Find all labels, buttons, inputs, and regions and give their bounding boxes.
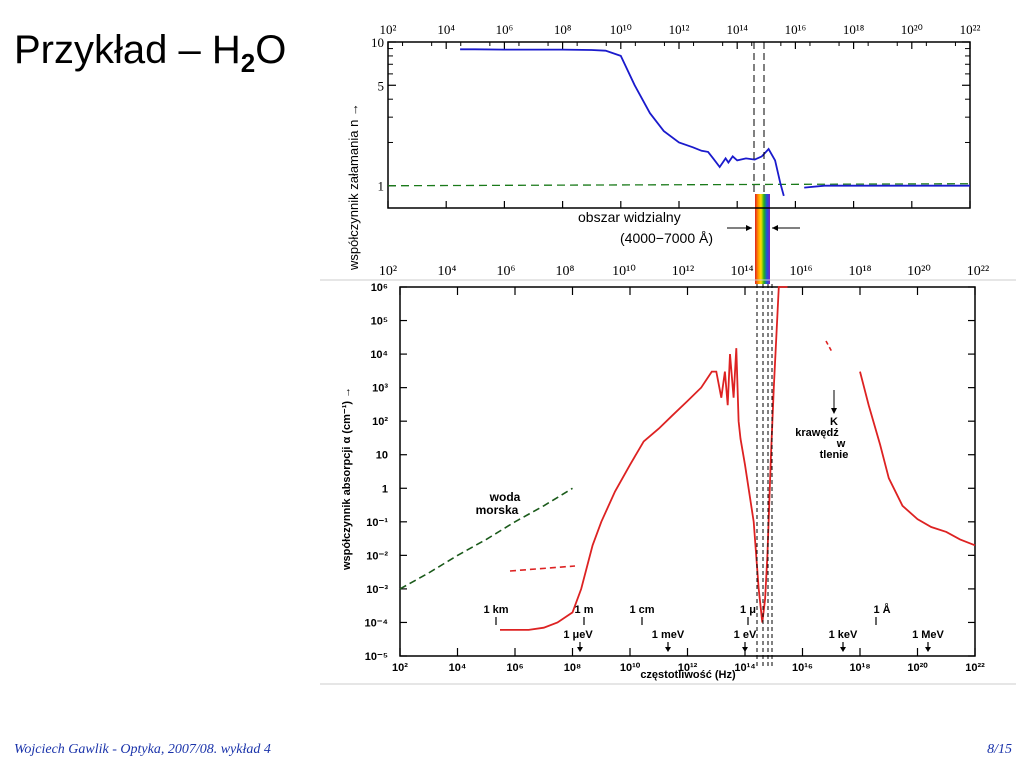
refraction-series-0 [460,48,785,197]
scale-mark-bottom: 1 keV [829,629,858,641]
top-x-tick-label: 10⁸ [554,22,572,37]
scale-mark-bottom: 1 MeV [912,629,944,641]
bottom-y-tick-label: 10⁻² [366,550,388,562]
top-x-tick-label: 10² [380,22,397,37]
absorption-dashed-segment [509,565,576,572]
bottom-top-tick-label: 10² [379,264,397,279]
scale-mark-top: 1 km [483,604,508,616]
absorption-dashed-segment [825,340,833,353]
bottom-top-tick-label: 10⁸ [556,264,575,279]
absorption-series-1 [859,371,976,547]
k-edge-label: krawędź [795,427,839,439]
title-subscript: 2 [240,48,256,78]
title-main: Przykład – H [14,28,241,72]
bottom-y-axis-label: współczynnik absorpcji α (cm⁻¹) → [341,387,353,571]
bottom-y-tick-label: 10⁻⁵ [365,651,388,663]
bottom-top-tick-label: 10¹⁸ [848,264,871,279]
scale-mark-bottom-arrow [665,647,671,652]
k-edge-label: tlenie [820,449,849,461]
reference-line-n1 [387,183,971,187]
bottom-y-tick-label: 10⁶ [371,282,388,294]
top-x-tick-label: 10¹⁸ [843,22,865,37]
visible-arrowhead-left [746,225,752,231]
bottom-top-tick-label: 10⁴ [438,264,457,279]
refraction-chart: 10² 10⁴ 10⁶ 10⁸ 10¹⁰ 10¹² 10¹⁴ 10¹⁶ 10¹⁸ 10²⁰ 10²²… [346,22,980,271]
bottom-plot-frame [399,286,976,657]
top-x-tick-label: 10²⁰ [901,22,923,37]
bottom-x-tick-label: 10⁴ [449,662,467,674]
top-x-tick-label: 10⁴ [437,22,455,37]
bottom-top-tick-label: 10⁶ [497,264,516,279]
refraction-series-1 [804,184,970,189]
bottom-top-tick-label: 10²² [967,264,989,279]
scale-mark-bottom: 1 μeV [563,629,593,641]
scale-mark-top: 1 cm [629,604,654,616]
top-x-tick-label: 10¹⁶ [785,22,806,37]
absorption-chart: 10² 10² 10⁴ 10⁴ 10⁶ 10⁶ 10⁸ 10⁸ 10¹⁰ 10¹⁰ 10¹² 10¹²… [320,264,1016,685]
top-y-axis-label: współczynnik załamania n → [346,103,361,271]
bottom-top-tick-label: 10¹² [672,264,694,279]
top-y-tick-label: 1 [378,179,385,194]
bottom-y-tick-label: 10² [372,416,388,428]
k-edge-arrowhead [831,408,837,414]
bottom-x-tick-label: 10¹⁶ [792,662,813,674]
bottom-y-tick-label: 1 [382,483,388,495]
page-number: 8/15 [987,742,1012,757]
absorption-series-0 [500,286,788,631]
scale-mark-bottom-arrow [577,647,583,652]
top-x-tick-label: 10¹² [669,22,690,37]
slide-title: Przykład – H2O [14,28,286,79]
scale-mark-top: 1 Å [873,603,890,616]
top-y-tick-label: 10 [371,35,384,50]
visible-region-label: obszar widzialny [578,209,681,225]
bottom-x-tick-label: 10⁶ [506,662,523,674]
bottom-x-tick-label: 10¹⁴ [734,662,755,674]
bottom-x-tick-label: 10²² [965,662,985,674]
k-edge-label: K [830,416,838,428]
sea-water-label: morska [476,503,519,517]
bottom-x-tick-label: 10¹² [678,662,698,674]
top-x-tick-label: 10¹⁰ [610,22,632,37]
k-edge-label: w [836,438,846,450]
bottom-x-tick-label: 10² [392,662,408,674]
bottom-y-tick-label: 10³ [372,383,388,395]
bottom-x-tick-label: 10¹⁸ [849,662,870,674]
bottom-y-tick-label: 10⁻¹ [366,517,388,529]
scale-mark-bottom-arrow [925,647,931,652]
footer-author: Wojciech Gawlik - Optyka, 2007/08. wykła… [14,742,271,757]
bottom-x-tick-label: 10¹⁰ [620,662,641,674]
scale-mark-top: 1 m [575,604,594,616]
bottom-top-tick-label: 10¹⁴ [730,264,753,279]
scale-mark-top: 1 μ [740,604,756,616]
bottom-top-tick-label: 10¹⁰ [612,264,636,279]
top-y-tick-label: 5 [378,78,385,93]
bottom-y-tick-label: 10⁴ [370,349,388,361]
bottom-x-tick-label: 10⁸ [564,662,581,674]
scale-mark-bottom-arrow [840,647,846,652]
scale-mark-bottom: 1 meV [652,629,685,641]
bottom-y-tick-label: 10⁻⁴ [365,617,388,629]
top-x-tick-label: 10⁶ [496,22,514,37]
bottom-y-tick-label: 10⁵ [371,316,388,328]
sea-water-label: woda [489,490,521,504]
bottom-x-axis-label: częstotliwość (Hz) [640,669,736,681]
top-x-tick-label: 10¹⁴ [726,22,748,37]
visible-band [755,194,770,284]
bottom-y-tick-label: 10 [376,450,388,462]
bottom-top-tick-label: 10²⁰ [907,264,931,279]
bottom-y-tick-label: 10⁻³ [366,584,388,596]
bottom-top-tick-label: 10¹⁶ [789,264,812,279]
visible-region-range: (4000−7000 Å) [620,230,713,246]
scale-mark-bottom-arrow [742,647,748,652]
top-x-tick-label: 10²² [960,22,981,37]
top-plot-frame [387,41,971,209]
visible-arrowhead-right [772,225,778,231]
bottom-x-tick-label: 10²⁰ [907,662,928,674]
scale-mark-bottom: 1 eV [734,629,757,641]
title-end: O [255,28,287,72]
sea-water-series [399,487,573,590]
